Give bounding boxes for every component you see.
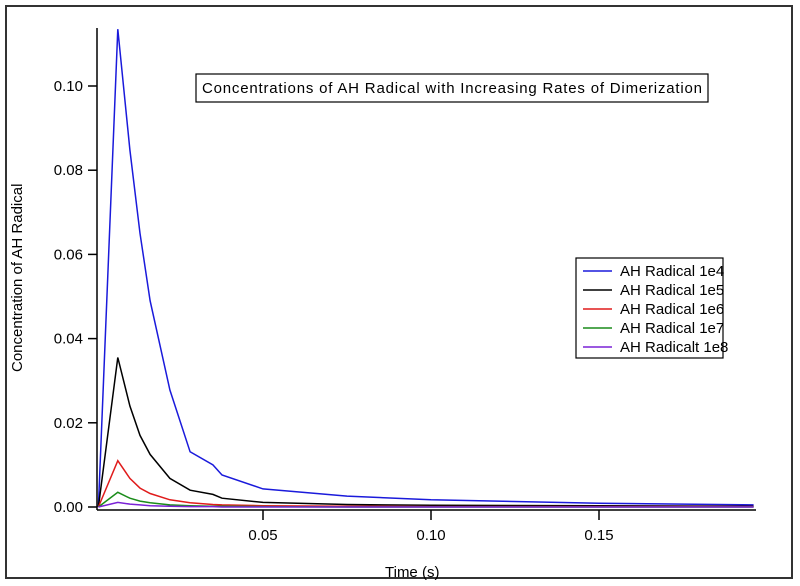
chart-title: Concentrations of AH Radical with Increa…	[202, 80, 702, 97]
y-tick-label: 0.08	[54, 162, 83, 179]
legend: AH Radical 1e4 AH Radical 1e5 AH Radical 1…	[575, 257, 728, 359]
x-axis-label: Time (s)	[385, 564, 439, 581]
legend-entry: AH Radical 1e5	[620, 282, 724, 299]
y-tick-label: 0.00	[54, 499, 83, 516]
series-line-1	[97, 29, 754, 508]
series-line-5	[98, 501, 754, 508]
series-line-2	[97, 357, 754, 508]
y-tick-label: 0.10	[54, 78, 83, 95]
x-ticks: 0.05 0.10 0.15	[248, 510, 614, 544]
y-tick-label: 0.06	[54, 246, 83, 263]
chart-title-box: Concentrations of AH Radical with Increa…	[195, 73, 709, 103]
legend-entry: AH Radicalt 1e8	[620, 339, 728, 356]
y-ticks: 0.00 0.02 0.04 0.06 0.08 0.10	[54, 78, 97, 516]
x-tick-label: 0.05	[248, 527, 277, 544]
legend-entry: AH Radical 1e4	[620, 263, 724, 280]
x-tick-label: 0.10	[416, 527, 445, 544]
y-tick-label: 0.02	[54, 415, 83, 432]
chart-frame	[5, 5, 793, 579]
legend-entry: AH Radical 1e7	[620, 320, 724, 337]
legend-entry: AH Radical 1e6	[620, 301, 724, 318]
series-layer	[97, 29, 754, 508]
x-tick-label: 0.15	[584, 527, 613, 544]
y-tick-label: 0.04	[54, 331, 83, 348]
y-axis-label: Concentration of AH Radical	[9, 184, 26, 372]
